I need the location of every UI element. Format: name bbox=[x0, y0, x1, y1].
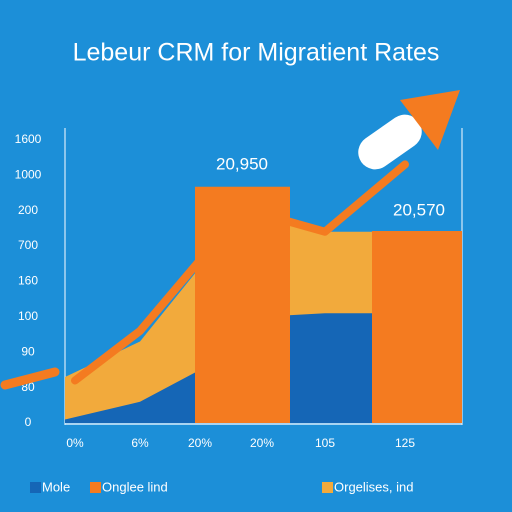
legend-swatch bbox=[90, 482, 101, 493]
legend-label: Onglee lind bbox=[102, 479, 168, 494]
annotation: 20,570 bbox=[393, 200, 445, 219]
x-tick-label: 6% bbox=[131, 436, 149, 450]
annotation: 20,950 bbox=[216, 154, 268, 173]
x-tick-label: 20% bbox=[250, 436, 274, 450]
y-tick-label: 160 bbox=[18, 274, 38, 288]
x-tick-label: 0% bbox=[66, 436, 84, 450]
y-tick-label: 200 bbox=[18, 203, 38, 217]
legend-swatch bbox=[322, 482, 333, 493]
x-tick-label: 20% bbox=[188, 436, 212, 450]
bar bbox=[195, 186, 290, 423]
y-tick-label: 700 bbox=[18, 238, 38, 252]
legend-label: Mole bbox=[42, 479, 70, 494]
y-tick-label: 1600 bbox=[15, 132, 42, 146]
x-tick-label: 125 bbox=[395, 436, 415, 450]
chart-title: Lebeur CRM for Migratient Rates bbox=[73, 39, 440, 67]
arrow-stub bbox=[0, 367, 60, 390]
arrow-body bbox=[358, 114, 422, 170]
arrow-head bbox=[400, 90, 460, 150]
y-tick-label: 100 bbox=[18, 309, 38, 323]
x-tick-label: 105 bbox=[315, 436, 335, 450]
y-tick-label: 1000 bbox=[15, 167, 42, 181]
legend-label: Orgelises, ind bbox=[334, 479, 413, 494]
y-tick-label: 90 bbox=[21, 344, 35, 358]
y-tick-label: 0 bbox=[25, 415, 32, 429]
legend-swatch bbox=[30, 482, 41, 493]
bar bbox=[372, 231, 462, 423]
